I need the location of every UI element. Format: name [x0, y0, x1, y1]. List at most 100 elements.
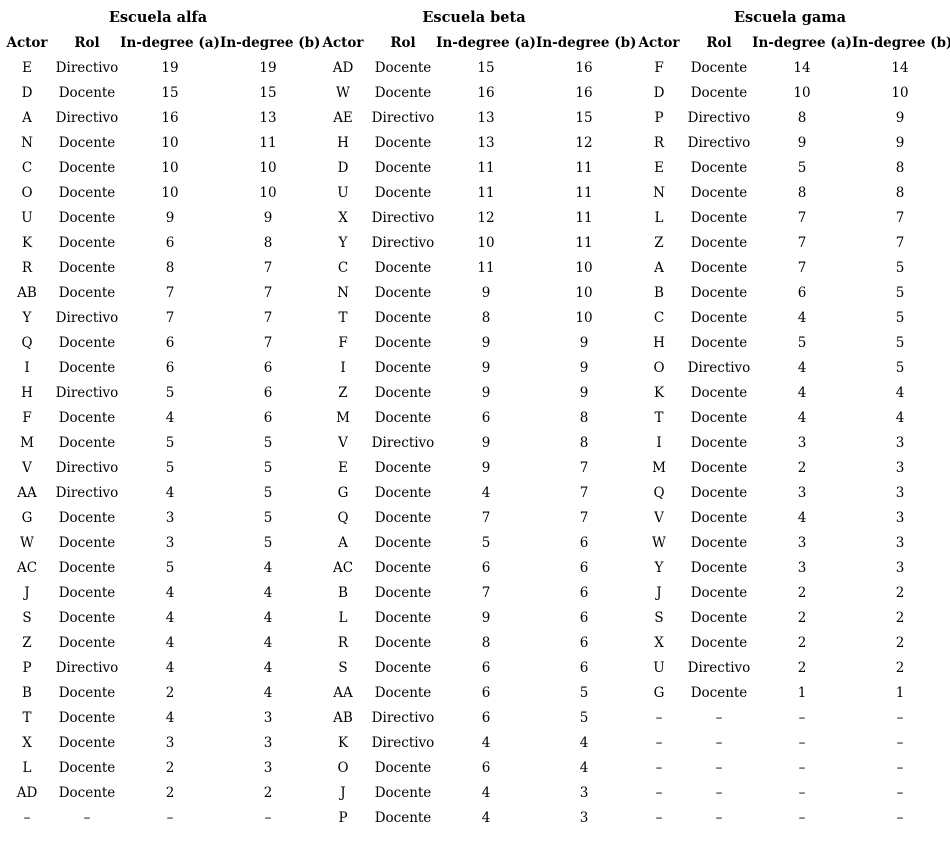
cell-actor: AA	[333, 684, 353, 701]
cell-rol: Docente	[58, 509, 116, 526]
table-row: V Directivo 5 5	[0, 455, 316, 480]
table-row: O Docente 6 4	[316, 755, 632, 780]
cell-indegree-b: –	[896, 709, 904, 726]
cell-indegree-b: 4	[263, 659, 273, 676]
cell-indegree-a: 2	[165, 759, 175, 776]
cell-indegree-a: 9	[481, 334, 491, 351]
table-row: K Docente 4 4	[632, 380, 948, 405]
cell-indegree-b: 4	[579, 759, 589, 776]
cell-actor: P	[654, 109, 664, 126]
cell-indegree-b: –	[896, 784, 904, 801]
cell-indegree-a: 6	[165, 334, 175, 351]
cell-indegree-b: 11	[259, 134, 277, 151]
cell-indegree-a: 2	[797, 609, 807, 626]
cell-rol: Docente	[58, 534, 116, 551]
cell-indegree-b: 11	[575, 209, 593, 226]
cell-indegree-a: 4	[165, 659, 175, 676]
cell-indegree-b: 8	[579, 409, 589, 426]
column-header-actor: Actor	[322, 34, 364, 51]
cell-rol: Docente	[374, 609, 432, 626]
cell-actor: E	[22, 59, 32, 76]
cell-indegree-a: 15	[161, 84, 179, 101]
cell-rol: Docente	[690, 159, 748, 176]
cell-actor: I	[656, 434, 662, 451]
cell-indegree-b: 14	[891, 59, 909, 76]
cell-rol: Docente	[374, 659, 432, 676]
cell-indegree-a: 1	[797, 684, 807, 701]
cell-indegree-a: 6	[481, 409, 491, 426]
cell-indegree-a: 6	[481, 559, 491, 576]
cell-actor: L	[338, 609, 348, 626]
cell-actor: O	[337, 759, 349, 776]
table-row: B Docente 6 5	[632, 280, 948, 305]
cell-actor: AB	[17, 284, 37, 301]
cell-indegree-b: 6	[579, 559, 589, 576]
cell-rol: Docente	[690, 59, 748, 76]
cell-indegree-a: 6	[481, 684, 491, 701]
cell-actor: B	[338, 584, 348, 601]
cell-actor: J	[656, 584, 662, 601]
cell-actor: S	[654, 609, 664, 626]
cell-indegree-b: 3	[895, 434, 905, 451]
cell-actor: W	[336, 84, 350, 101]
cell-actor: S	[22, 609, 32, 626]
cell-actor: D	[653, 84, 665, 101]
cell-indegree-a: 8	[797, 184, 807, 201]
cell-actor: C	[21, 159, 33, 176]
table-row: D Docente 11 11	[316, 155, 632, 180]
column-header-indegree-a: In-degree (a)	[120, 34, 220, 51]
school-title: Escuela alfa	[108, 9, 208, 26]
cell-actor: B	[22, 684, 32, 701]
cell-actor: –	[655, 734, 663, 751]
table-row: E Docente 9 7	[316, 455, 632, 480]
cell-actor: AA	[17, 484, 37, 501]
cell-rol: Docente	[58, 684, 116, 701]
cell-indegree-a: 13	[477, 109, 495, 126]
school-section-3: Escuela gama Actor Rol In-degree (a) In-…	[632, 5, 950, 830]
cell-indegree-a: 9	[481, 434, 491, 451]
cell-actor: Y	[22, 309, 32, 326]
cell-indegree-b: 7	[895, 209, 905, 226]
cell-rol: Directivo	[55, 309, 119, 326]
cell-rol: Docente	[690, 234, 748, 251]
cell-rol: Docente	[690, 559, 748, 576]
cell-indegree-a: 8	[797, 109, 807, 126]
school-section-2: Escuela beta Actor Rol In-degree (a) In-…	[316, 5, 636, 830]
cell-indegree-a: 4	[797, 359, 807, 376]
column-header-actor: Actor	[638, 34, 680, 51]
table-row: A Docente 5 6	[316, 530, 632, 555]
cell-rol: Directivo	[55, 109, 119, 126]
cell-rol: Docente	[58, 184, 116, 201]
cell-actor: Q	[337, 509, 349, 526]
cell-indegree-a: 8	[481, 634, 491, 651]
table-row: AD Docente 15 16	[316, 55, 632, 80]
cell-rol: Directivo	[371, 209, 435, 226]
cell-indegree-a: –	[798, 759, 806, 776]
cell-actor: U	[337, 184, 349, 201]
table-row: O Directivo 4 5	[632, 355, 948, 380]
cell-rol: Docente	[374, 809, 432, 826]
cell-actor: G	[653, 684, 665, 701]
table-row: G Docente 4 7	[316, 480, 632, 505]
cell-indegree-b: 3	[263, 759, 273, 776]
table-body: F Docente 14 14 D Docente 10 10 P Directivo 8 9 R Dir…	[632, 55, 948, 830]
table-row: Q Docente 6 7	[0, 330, 316, 355]
table-row: S Docente 4 4	[0, 605, 316, 630]
cell-indegree-b: 5	[263, 434, 273, 451]
cell-indegree-a: 2	[797, 459, 807, 476]
cell-indegree-a: 3	[797, 434, 807, 451]
cell-indegree-b: 5	[263, 484, 273, 501]
school-table: Actor Rol In-degree (a) In-degree (b) AD…	[316, 30, 636, 830]
cell-indegree-a: 4	[797, 509, 807, 526]
cell-rol: Docente	[58, 609, 116, 626]
cell-indegree-b: 7	[263, 334, 273, 351]
cell-actor: P	[338, 809, 348, 826]
cell-actor: T	[22, 709, 32, 726]
cell-actor: G	[337, 484, 349, 501]
table-row: K Docente 6 8	[0, 230, 316, 255]
cell-indegree-b: 2	[895, 584, 905, 601]
cell-actor: –	[23, 809, 31, 826]
cell-indegree-b: 4	[579, 734, 589, 751]
cell-indegree-b: 10	[259, 159, 277, 176]
cell-rol: Docente	[690, 384, 748, 401]
